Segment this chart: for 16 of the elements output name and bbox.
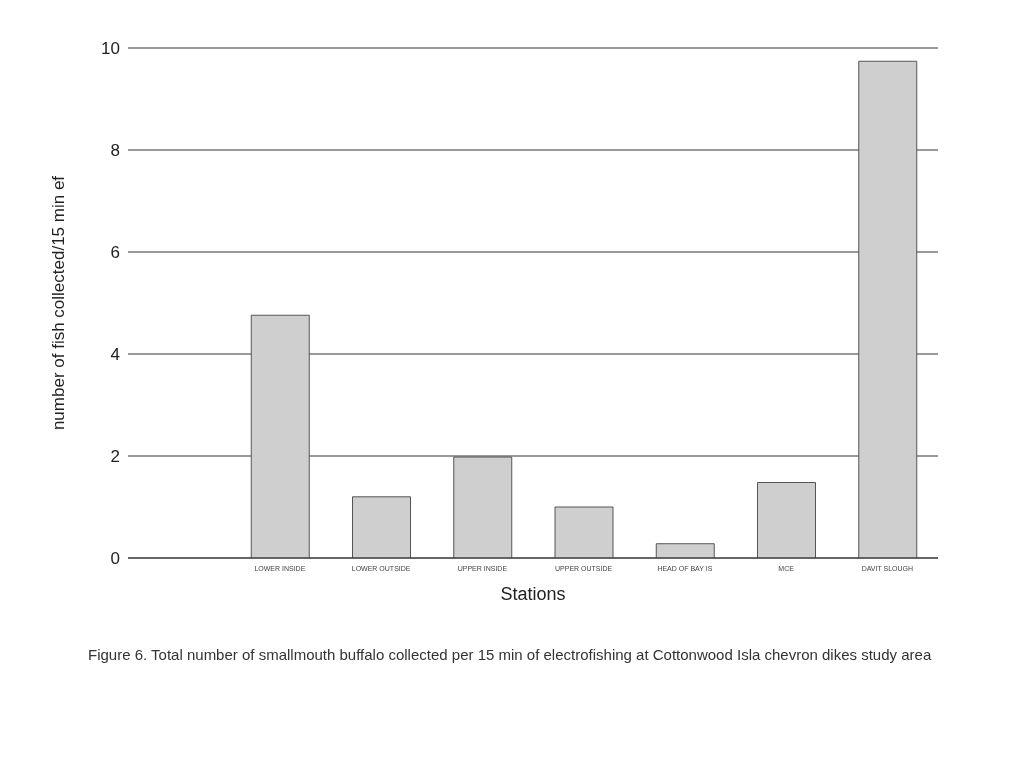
- y-tick-label: 4: [110, 345, 120, 365]
- bar: [757, 482, 816, 558]
- y-tick-label: 2: [110, 447, 120, 467]
- bar: [250, 314, 310, 558]
- bar: [352, 496, 411, 558]
- bar: [554, 506, 614, 558]
- y-tick-label: 6: [110, 243, 120, 263]
- bar: [655, 543, 715, 558]
- y-tick-label: 10: [101, 39, 120, 59]
- x-axis-title: Stations: [500, 584, 566, 604]
- bar: [858, 60, 918, 558]
- bar: [453, 456, 513, 558]
- y-tick-label: 0: [110, 549, 120, 569]
- caption: Figure 6. Total number of smallmouth buffalo collected per 15 min of electrofishing at Cottonwood Isla chevron dikes study area: [88, 645, 933, 665]
- y-tick-label: 8: [110, 141, 120, 161]
- y-axis-title: number of fish collected/15 min ef: [49, 175, 69, 431]
